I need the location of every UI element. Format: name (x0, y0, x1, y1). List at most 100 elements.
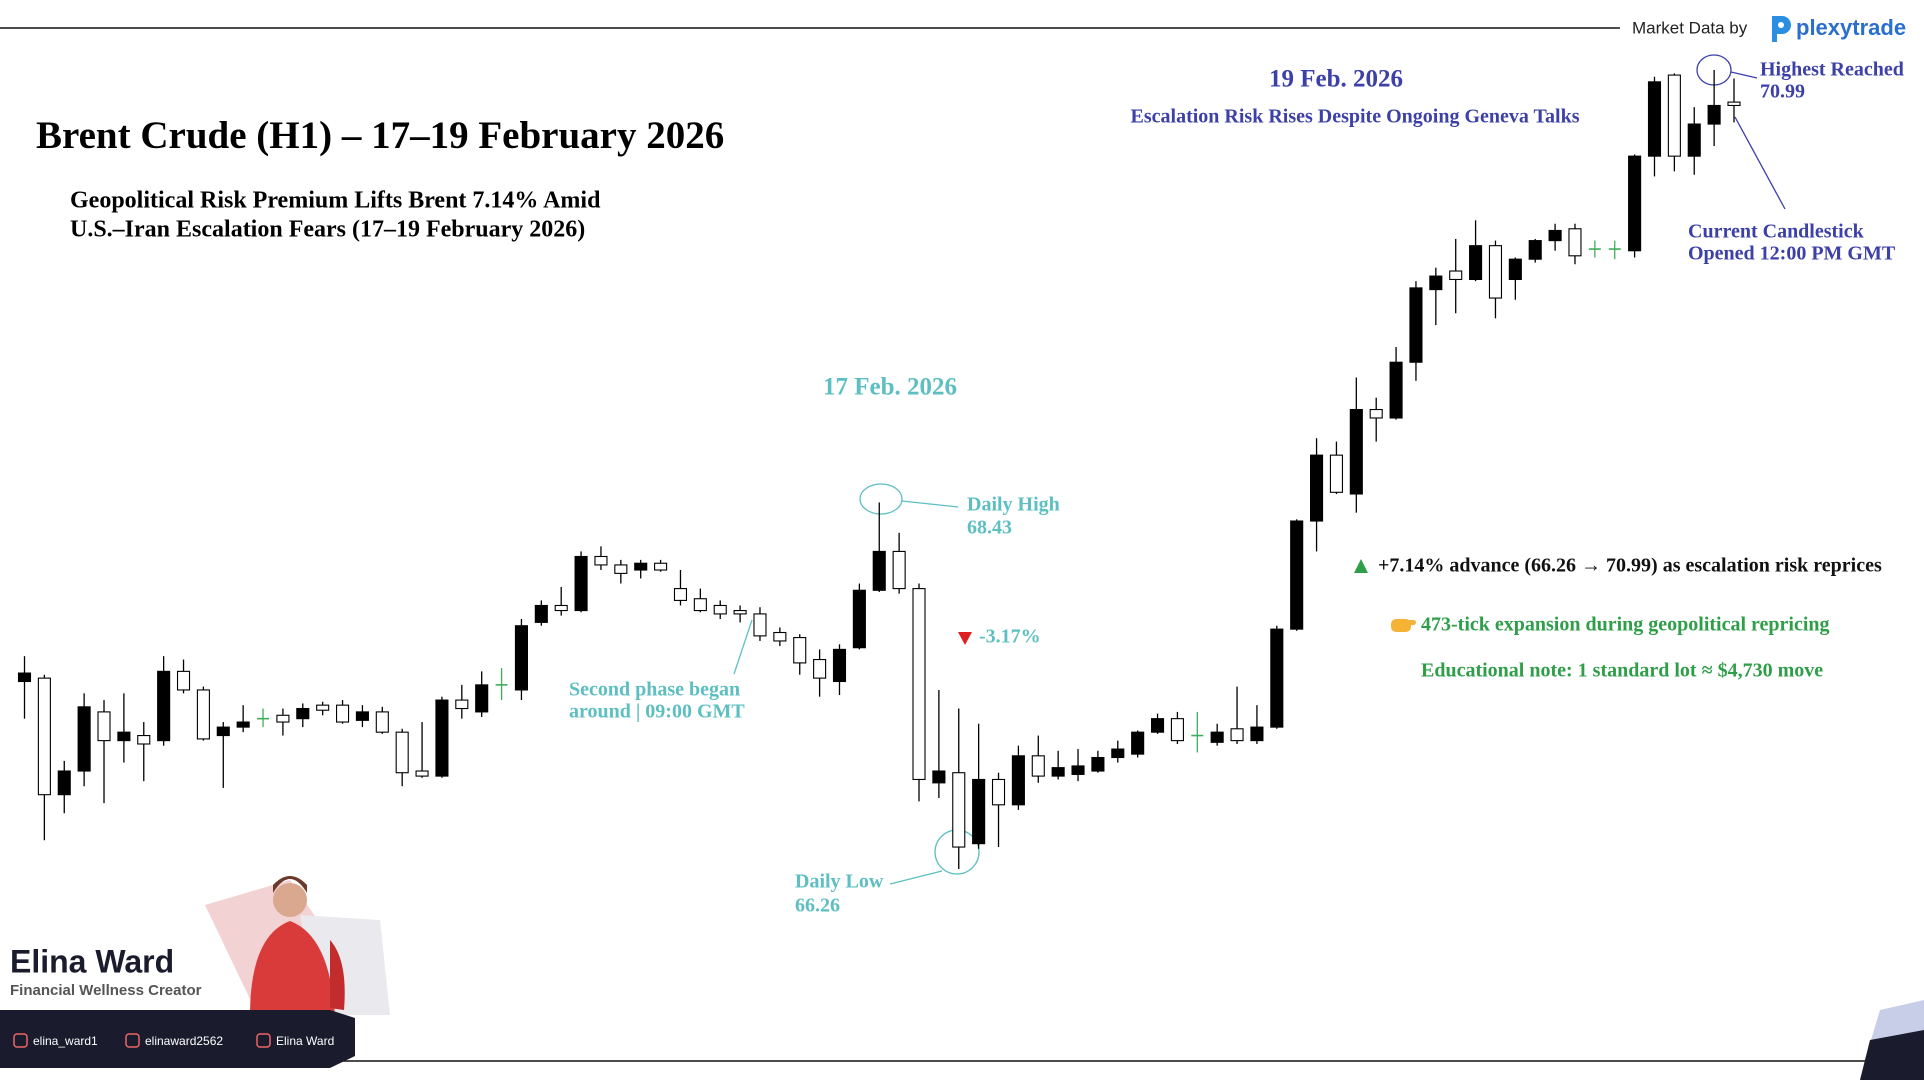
candle-body (852, 589, 866, 649)
candle-body (673, 588, 688, 601)
callout-text: 70.99 (1760, 81, 1805, 103)
candle (1051, 750, 1065, 780)
candle (693, 588, 707, 613)
drop-label: -3.17% (958, 626, 1041, 648)
drop-text: -3.17% (979, 626, 1041, 648)
candle-body (316, 704, 330, 711)
candle (435, 696, 449, 778)
up-arrow (1354, 559, 1368, 573)
candle-body (1051, 767, 1065, 777)
creator-badge: Elina Ward Financial Wellness Creator el… (0, 876, 390, 1068)
candle (395, 728, 409, 787)
candle (952, 708, 966, 869)
callout-text: 66.26 (795, 895, 840, 917)
candle (673, 570, 688, 606)
second-phase-callout: Second phase began around | 09:00 GMT (569, 619, 753, 723)
highest-callout: Highest Reached 70.99 (1696, 54, 1904, 103)
candle (1687, 107, 1701, 175)
candle-body (1508, 258, 1522, 281)
candle-body (1707, 104, 1721, 125)
candle-body (157, 670, 171, 742)
photo-hair (273, 876, 307, 893)
candle-body (773, 631, 787, 642)
candle (276, 708, 290, 736)
candle-body (733, 609, 747, 615)
candle-body (1389, 361, 1403, 419)
candle-body (475, 684, 489, 713)
candle-body (1349, 408, 1363, 495)
candle-body (236, 721, 250, 728)
candle-body (1687, 123, 1701, 157)
instagram-icon (13, 1033, 28, 1048)
candle-body (176, 670, 191, 691)
candle (1568, 223, 1582, 265)
candle (554, 586, 568, 616)
candle-body (991, 778, 1006, 806)
social-handle: Elina Ward (276, 1034, 334, 1048)
callout-line (1730, 71, 1758, 79)
candle-body (196, 689, 210, 740)
candle-body (435, 699, 449, 777)
candle (1608, 240, 1621, 260)
candle (634, 559, 648, 579)
candle (1667, 73, 1681, 172)
candle (654, 559, 668, 572)
candle (455, 684, 469, 719)
candle-body (455, 699, 469, 710)
callout-text: around | 09:00 GMT (569, 701, 745, 723)
photo-coat (250, 921, 335, 1016)
candle (415, 722, 429, 778)
candle-body (1091, 756, 1105, 772)
candle (77, 693, 91, 787)
candle (713, 600, 727, 619)
photo-head (273, 883, 307, 917)
facebook-icon (256, 1033, 271, 1048)
candle-body (1449, 270, 1463, 281)
candle (97, 700, 111, 804)
logo-mark (1772, 16, 1791, 42)
current-callout: Current Candlestick Opened 12:00 PM GMT (1688, 116, 1896, 265)
candle (1329, 441, 1343, 494)
callout-text: 68.43 (967, 517, 1012, 539)
candle (972, 723, 986, 849)
candle-body (813, 658, 827, 679)
candle-body (1011, 755, 1025, 806)
candle-body (1568, 228, 1582, 257)
candle (991, 772, 1006, 848)
candle-body (753, 613, 767, 637)
day-label: 17 Feb. 2026 (823, 374, 957, 401)
candle (375, 706, 389, 734)
source-brand: plexytrade (1796, 15, 1906, 40)
candle (1031, 735, 1045, 783)
candle (157, 656, 171, 746)
candle (1449, 238, 1463, 314)
candle (257, 708, 270, 728)
daily-high-callout: Daily High 68.43 (859, 483, 1060, 539)
candle (37, 674, 51, 841)
candle-body (17, 672, 32, 683)
candle (1091, 750, 1105, 773)
creator-name: Elina Ward (10, 943, 174, 979)
day-note: Escalation Risk Rises Despite Ongoing Ge… (1131, 106, 1580, 128)
candle (1488, 240, 1503, 319)
callout-line (1734, 116, 1786, 210)
candle-body (892, 550, 906, 590)
candle (1469, 220, 1483, 282)
candle-body (554, 604, 568, 612)
candle (753, 607, 767, 641)
candle-body (1548, 229, 1562, 242)
candle (813, 649, 827, 697)
candle (773, 627, 787, 647)
candle-body (1170, 718, 1184, 742)
candle-body (654, 562, 668, 571)
candle-body (77, 706, 91, 772)
candle (1250, 705, 1264, 744)
candle (1131, 730, 1145, 758)
candle (534, 600, 548, 626)
social-handle: elina_ward1 (33, 1034, 98, 1048)
callout-line (733, 619, 753, 675)
candle (316, 701, 330, 716)
candle (216, 722, 230, 788)
candle-body (1071, 765, 1085, 775)
